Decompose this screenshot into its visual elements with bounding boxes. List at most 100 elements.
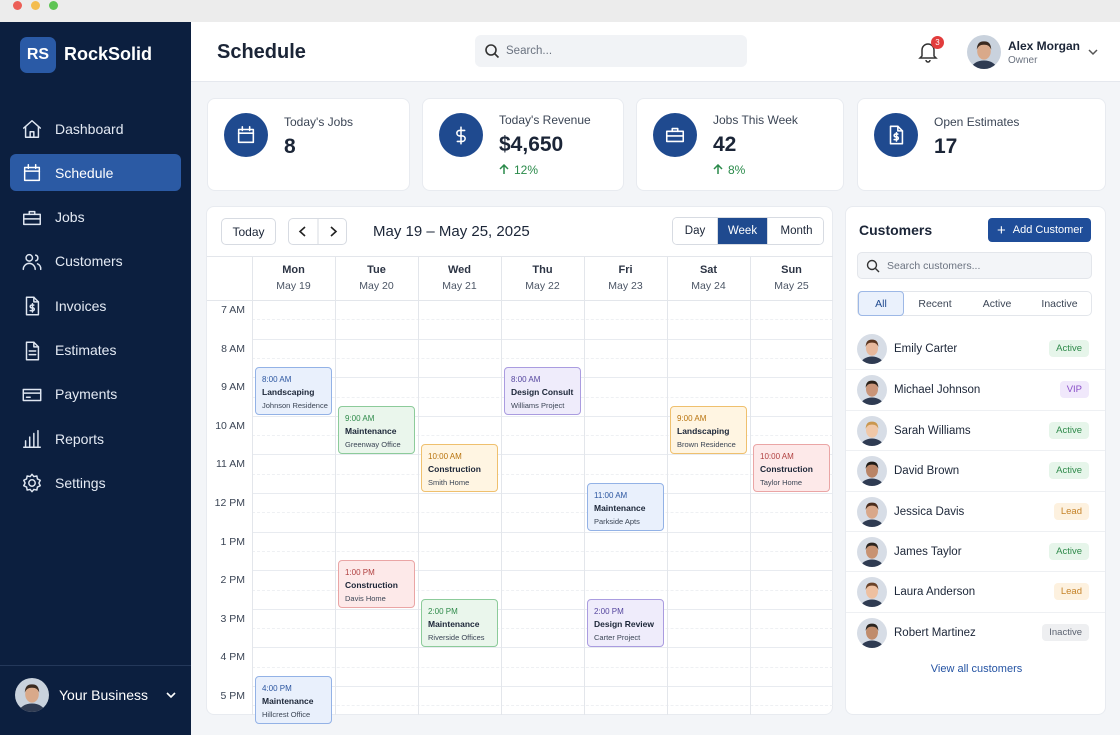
view-option[interactable]: Week — [717, 218, 767, 244]
tab[interactable]: All — [858, 291, 904, 316]
zoom-dot[interactable] — [49, 1, 58, 10]
event-title: Maintenance — [262, 696, 314, 706]
nav-item[interactable]: Settings — [10, 464, 181, 501]
nav-item[interactable]: Invoices — [10, 287, 181, 324]
event[interactable]: 8:00 AM Landscaping Johnson Residence — [255, 367, 332, 416]
nav-item[interactable]: Dashboard — [10, 110, 181, 147]
customer-row[interactable]: Laura Anderson Lead — [846, 571, 1105, 611]
day-divider — [750, 256, 751, 715]
event-time: 9:00 AM — [677, 413, 707, 423]
close-dot[interactable] — [13, 1, 22, 10]
today-button[interactable]: Today — [221, 218, 276, 245]
nav-label: Dashboard — [55, 120, 124, 137]
customer-row[interactable]: Robert Martinez Inactive — [846, 611, 1105, 652]
view-option[interactable]: Month — [767, 218, 823, 244]
day-divider — [584, 256, 585, 715]
day-name: Sun — [781, 264, 802, 276]
nav-item[interactable]: Estimates — [10, 332, 181, 369]
customer-row[interactable]: David Brown Active — [846, 450, 1105, 490]
minimize-dot[interactable] — [31, 1, 40, 10]
window-titlebar — [0, 0, 1120, 22]
week-arrows[interactable] — [289, 219, 346, 244]
event[interactable]: 8:00 AM Design Consult Williams Project — [504, 367, 581, 416]
event[interactable]: 1:00 PM Construction Davis Home — [338, 560, 415, 609]
customer-name: Sarah Williams — [894, 424, 971, 437]
nav-icon — [23, 210, 41, 225]
event[interactable]: 11:00 AM Maintenance Parkside Apts — [587, 483, 664, 531]
icon-stroke — [36, 262, 42, 270]
nav-item[interactable]: Schedule — [10, 154, 181, 192]
customer-row[interactable]: Sarah Williams Active — [846, 409, 1105, 450]
add-customer-label: Add Customer — [1012, 224, 1084, 236]
icon-stroke — [671, 127, 679, 133]
event[interactable]: 2:00 PM Maintenance Riverside Offices — [421, 598, 498, 647]
sidebar: RS RockSolid Dashboard Schedule Jobs Custom… — [0, 22, 191, 735]
search-icon — [866, 259, 880, 273]
half-hour-line — [252, 666, 833, 668]
avatar-image — [967, 35, 1001, 69]
event[interactable]: 10:00 AM Construction Taylor Home — [753, 444, 830, 493]
date-range: May 19 – May 25, 2025 — [373, 223, 530, 240]
avatar-image — [857, 577, 887, 608]
customer-avatar — [857, 456, 887, 487]
tab[interactable]: Inactive — [1041, 297, 1078, 310]
stat-value: 17 — [934, 135, 958, 158]
avatar-hair — [24, 684, 40, 693]
day-name: Tue — [367, 264, 386, 276]
icon-stroke — [33, 296, 40, 303]
icon-stroke — [23, 120, 41, 129]
business-switcher[interactable]: Your Business — [0, 665, 191, 735]
week-grid: 7 AM 8 AM 9 AM 10 AM 11 AM 12 PM 1 PM 2 PM 3 PM 4… — [207, 256, 833, 724]
nav-item[interactable]: Jobs — [10, 199, 181, 236]
icon-stroke — [34, 254, 39, 262]
add-customer-button[interactable]: + Add Customer — [988, 218, 1091, 242]
customer-row[interactable]: Jessica Davis Lead — [846, 490, 1105, 531]
icon-stroke — [889, 125, 904, 145]
nav-label: Settings — [55, 474, 106, 491]
stat-icon — [874, 113, 918, 157]
time-label: 2 PM — [220, 574, 245, 587]
notification-bell[interactable] — [918, 41, 938, 63]
customer-row[interactable]: Michael Johnson VIP — [846, 369, 1105, 409]
tab[interactable]: Active — [982, 297, 1012, 310]
event-location: Brown Residence — [677, 439, 736, 449]
customer-row[interactable]: James Taylor Active — [846, 531, 1105, 571]
nav-item[interactable]: Payments — [10, 376, 181, 413]
customer-status: VIP — [1059, 381, 1089, 399]
event[interactable]: 9:00 AM Maintenance Greenway Office — [338, 405, 415, 454]
avatar-body — [860, 478, 884, 487]
customer-search[interactable]: Search customers... — [857, 252, 1092, 279]
avatar-body — [971, 60, 997, 69]
event-title: Maintenance — [594, 503, 646, 513]
view-all-link[interactable]: View all customers — [930, 663, 1023, 675]
customer-name: James Taylor — [894, 546, 962, 558]
nav-item[interactable]: Customers — [10, 243, 181, 280]
half-hour-line — [252, 512, 833, 514]
customer-row[interactable]: Emily Carter Active — [846, 329, 1105, 369]
customer-avatar — [857, 617, 887, 648]
user-menu-chevron[interactable] — [1087, 46, 1099, 58]
event[interactable]: 2:00 PM Design Review Carter Project — [587, 598, 664, 647]
view-option[interactable]: Day — [673, 218, 717, 244]
plus-icon: + — [997, 221, 1006, 239]
tab[interactable]: Recent — [918, 297, 952, 310]
logo[interactable]: RS — [20, 37, 56, 73]
nav-label: Payments — [55, 386, 118, 403]
event[interactable]: 4:00 PM Maintenance Hillcrest Office — [255, 676, 332, 724]
stat-card: Jobs This Week 42 8% — [636, 98, 844, 191]
business-name: Your Business — [59, 687, 148, 703]
user-avatar[interactable] — [967, 35, 1001, 69]
event[interactable]: 9:00 AM Landscaping Brown Residence — [670, 405, 747, 454]
nav-item[interactable]: Reports — [10, 420, 181, 457]
customer-name: Jessica Davis — [894, 505, 965, 518]
hour-line — [252, 686, 833, 687]
half-hour-line — [252, 589, 833, 591]
day-divider — [335, 256, 336, 715]
calendar-panel: Today May 19 – May 25, 2025 Day Week Month… — [206, 206, 833, 724]
search-box[interactable]: Search... — [475, 35, 747, 67]
event[interactable]: 10:00 AM Construction Smith Home — [421, 444, 498, 493]
day-divider — [667, 256, 668, 715]
half-hour-line — [252, 550, 833, 552]
stat-change: 12% — [499, 163, 538, 177]
event-location: Riverside Offices — [428, 632, 485, 642]
